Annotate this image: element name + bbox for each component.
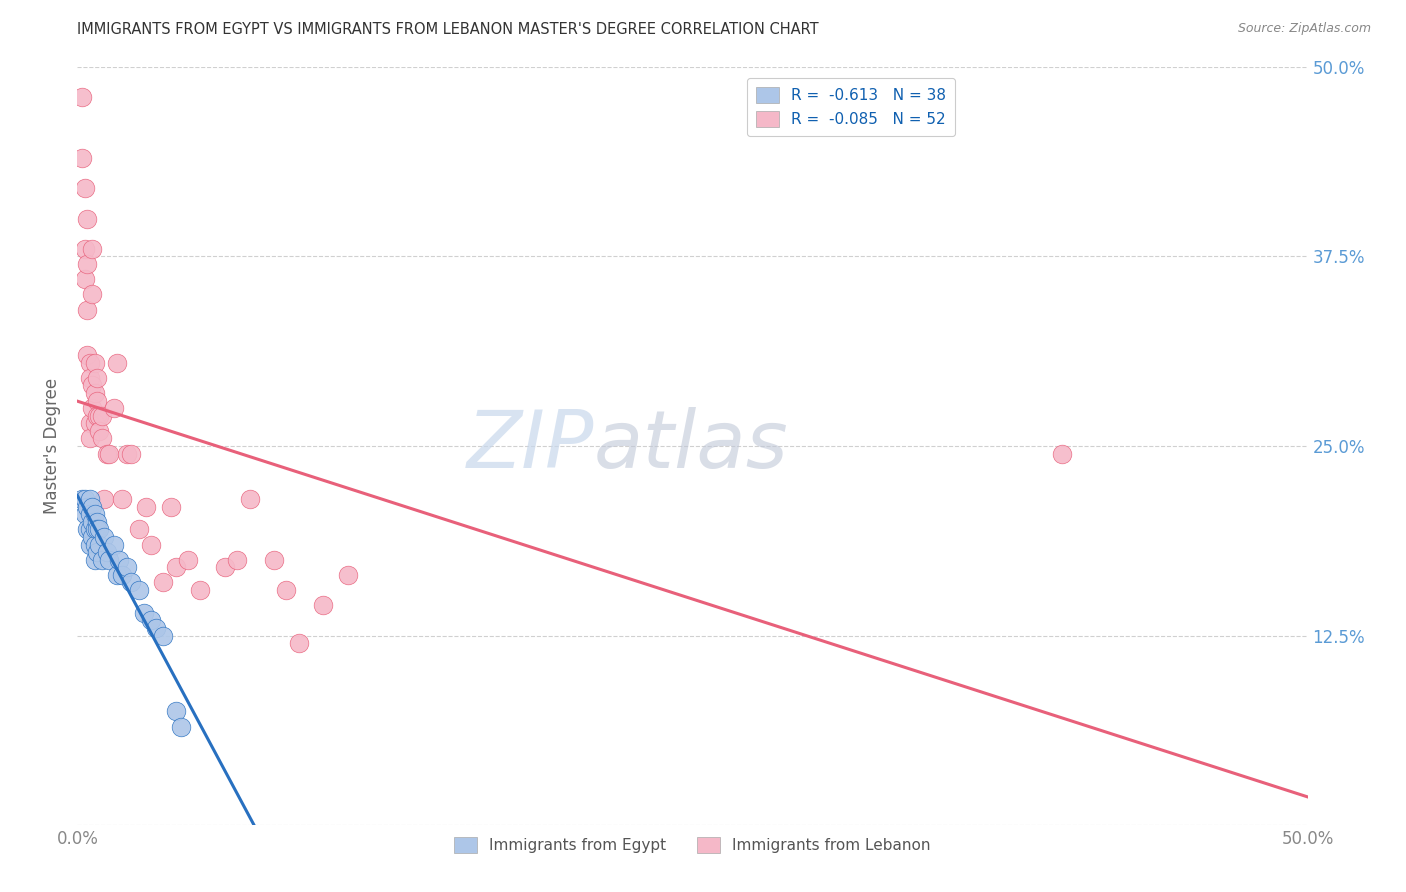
Point [83, 356, 105, 370]
Point [96, 446, 118, 460]
Point [276, 583, 298, 598]
Point [121, 446, 143, 460]
Point [79, 432, 101, 446]
Text: Source: ZipAtlas.com: Source: ZipAtlas.com [1237, 22, 1371, 36]
Point [89, 537, 111, 551]
Point [93, 492, 115, 507]
Point [98, 552, 121, 567]
Point [79, 537, 101, 551]
Point [108, 552, 131, 567]
Point [70, 151, 93, 165]
Point [141, 614, 163, 628]
Point [90, 552, 114, 567]
Point [82, 242, 104, 256]
Point [239, 492, 262, 507]
Point [312, 599, 335, 613]
Point [76, 348, 98, 362]
Point [98, 446, 121, 460]
Y-axis label: Master's Degree: Master's Degree [44, 378, 62, 514]
Point [79, 507, 101, 521]
Point [82, 378, 104, 392]
Point [93, 530, 115, 544]
Point [86, 515, 108, 529]
Point [79, 356, 101, 370]
Text: ZIP: ZIP [467, 407, 595, 485]
Point [103, 537, 125, 551]
Point [89, 522, 111, 536]
Point [79, 522, 101, 536]
Point [76, 522, 98, 536]
Point [165, 705, 187, 719]
Point [83, 416, 105, 430]
Point [86, 409, 108, 423]
Point [83, 522, 105, 536]
Point [128, 583, 150, 598]
Point [83, 507, 105, 521]
Point [1050, 446, 1073, 460]
Point [86, 371, 108, 385]
Point [73, 492, 96, 507]
Point [152, 575, 174, 590]
Point [82, 287, 104, 301]
Point [115, 560, 138, 574]
Point [89, 409, 111, 423]
Point [73, 181, 96, 195]
Point [70, 492, 93, 507]
Point [105, 356, 128, 370]
Point [82, 401, 104, 416]
Legend: Immigrants from Egypt, Immigrants from Lebanon: Immigrants from Egypt, Immigrants from L… [449, 831, 936, 859]
Point [76, 211, 98, 226]
Point [121, 575, 143, 590]
Point [115, 446, 138, 460]
Point [73, 507, 96, 521]
Point [76, 257, 98, 271]
Point [96, 545, 118, 559]
Point [103, 401, 125, 416]
Point [76, 302, 98, 317]
Point [86, 393, 108, 408]
Point [141, 537, 163, 551]
Point [90, 432, 114, 446]
Point [73, 242, 96, 256]
Point [128, 522, 150, 536]
Point [214, 560, 236, 574]
Point [152, 628, 174, 642]
Point [82, 500, 104, 514]
Point [165, 560, 187, 574]
Point [83, 386, 105, 401]
Point [132, 606, 155, 620]
Point [89, 424, 111, 438]
Text: IMMIGRANTS FROM EGYPT VS IMMIGRANTS FROM LEBANON MASTER'S DEGREE CORRELATION CHA: IMMIGRANTS FROM EGYPT VS IMMIGRANTS FROM… [77, 22, 818, 37]
Point [82, 515, 104, 529]
Point [83, 552, 105, 567]
Point [288, 636, 311, 650]
Point [79, 416, 101, 430]
Point [73, 272, 96, 286]
Point [82, 530, 104, 544]
Point [135, 500, 157, 514]
Point [83, 537, 105, 551]
Point [170, 719, 193, 733]
Point [79, 371, 101, 385]
Point [70, 90, 93, 104]
Text: atlas: atlas [595, 407, 789, 485]
Point [111, 568, 132, 582]
Point [337, 568, 360, 582]
Point [263, 552, 285, 567]
Point [177, 552, 200, 567]
Point [226, 552, 249, 567]
Point [79, 492, 101, 507]
Point [111, 492, 132, 507]
Point [160, 500, 183, 514]
Point [188, 583, 212, 598]
Point [76, 500, 98, 514]
Point [90, 409, 114, 423]
Point [105, 568, 128, 582]
Point [86, 545, 108, 559]
Point [86, 522, 108, 536]
Point [145, 621, 167, 635]
